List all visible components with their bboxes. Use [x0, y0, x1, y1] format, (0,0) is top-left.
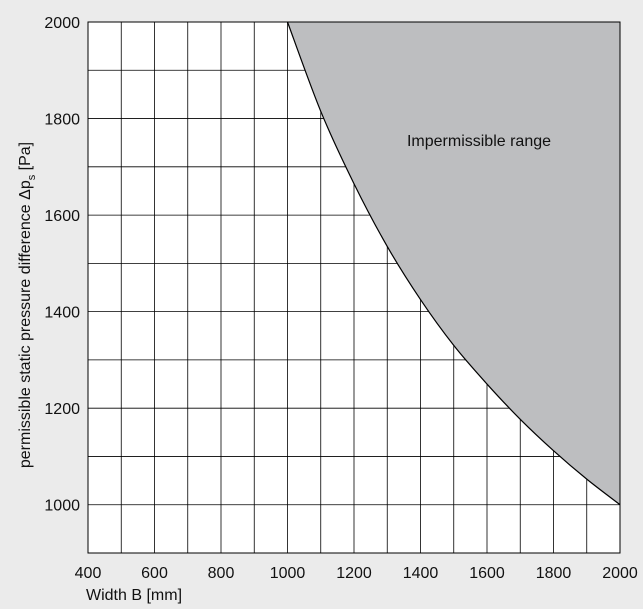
y-axis-label: permissible static pressure difference Δ… — [17, 142, 38, 468]
x-tick-label: 400 — [75, 565, 102, 582]
y-tick-labels: 1000 1200 1400 1600 1800 2000 — [44, 15, 80, 515]
y-axis-label-unit: [Pa] — [17, 142, 34, 175]
y-tick-label: 1800 — [44, 112, 80, 129]
plot-frame — [87, 21, 621, 554]
x-tick-label: 1000 — [270, 565, 306, 582]
x-tick-label: 1800 — [536, 565, 572, 582]
x-tick-labels: 400 600 800 1000 1200 1400 1600 1800 2000 — [75, 565, 638, 582]
x-tick-label: 2000 — [602, 565, 638, 582]
y-tick-label: 2000 — [44, 15, 80, 32]
x-tick-label: 1600 — [469, 565, 505, 582]
impermissible-region — [287, 22, 620, 505]
y-axis-label-main: permissible static pressure difference Δ… — [17, 180, 34, 468]
boundary-curve — [286, 21, 621, 506]
x-tick-label: 1400 — [403, 565, 439, 582]
y-axis-label-subscript: s — [26, 174, 38, 180]
y-tick-label: 1600 — [44, 208, 80, 225]
y-tick-label: 1000 — [44, 498, 80, 515]
x-tick-label: 800 — [208, 565, 235, 582]
x-axis-label: Width B [mm] — [86, 587, 182, 604]
y-tick-label: 1200 — [44, 401, 80, 418]
y-tick-label: 1400 — [44, 305, 80, 322]
x-tick-label: 600 — [141, 565, 168, 582]
x-tick-label: 1200 — [336, 565, 372, 582]
impermissible-range-label: Impermissible range — [407, 133, 551, 150]
